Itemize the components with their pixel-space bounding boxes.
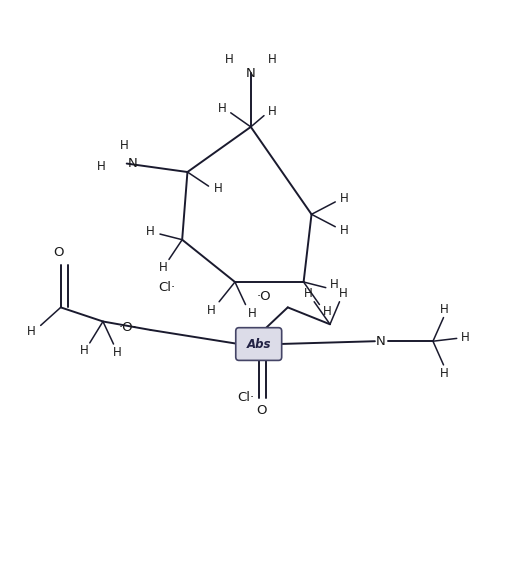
Text: Cl·: Cl· <box>237 391 254 404</box>
Text: H: H <box>120 139 128 152</box>
Text: H: H <box>214 182 222 196</box>
Text: H: H <box>330 278 338 292</box>
Text: O: O <box>53 246 63 259</box>
Text: H: H <box>440 367 449 380</box>
Text: H: H <box>461 331 470 344</box>
Text: H: H <box>339 287 347 300</box>
Text: H: H <box>248 306 256 320</box>
Text: N: N <box>246 67 256 80</box>
Text: N: N <box>375 334 385 348</box>
Text: N: N <box>128 157 138 170</box>
Text: Abs: Abs <box>247 337 271 351</box>
Text: ·O: ·O <box>256 289 271 303</box>
Text: H: H <box>114 346 122 359</box>
Text: H: H <box>225 52 234 66</box>
Text: H: H <box>146 224 155 238</box>
Text: H: H <box>159 261 168 275</box>
Text: H: H <box>27 324 36 338</box>
Text: O: O <box>256 403 267 417</box>
Text: H: H <box>440 302 449 316</box>
Text: H: H <box>340 223 348 237</box>
Text: H: H <box>97 160 106 173</box>
Text: H: H <box>340 192 348 205</box>
Text: H: H <box>268 52 276 66</box>
Text: H: H <box>218 102 226 115</box>
Text: H: H <box>207 303 215 317</box>
Text: H: H <box>268 104 276 118</box>
Text: Cl·: Cl· <box>158 281 175 294</box>
Text: ·O·: ·O· <box>118 320 137 334</box>
Text: H: H <box>80 344 89 358</box>
Text: H: H <box>304 287 312 300</box>
Text: H: H <box>323 305 332 318</box>
FancyBboxPatch shape <box>235 328 282 360</box>
